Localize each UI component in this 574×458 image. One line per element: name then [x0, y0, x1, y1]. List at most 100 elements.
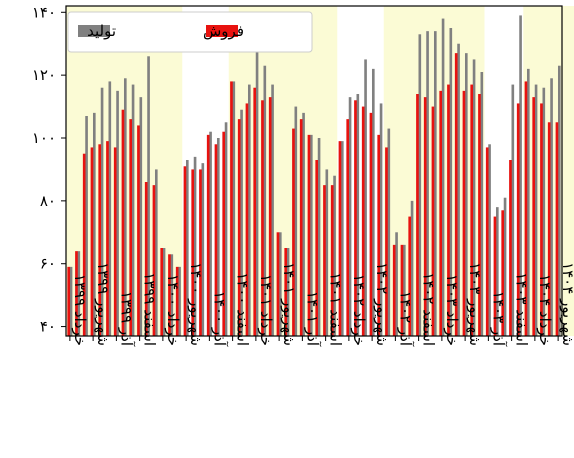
bar-production	[387, 128, 391, 336]
bar-sales	[547, 122, 551, 337]
bar-production	[519, 15, 522, 337]
bar-production	[464, 53, 468, 337]
bar-sales	[261, 100, 264, 337]
bar-sales	[330, 185, 334, 336]
x-tick-label: شهریور ۱۳۹۹	[94, 262, 112, 346]
y-axis-ticks: ۴۰ ۶۰ ۸۰ ۱۰۰ ۱۲۰ ۱۴۰	[32, 3, 66, 336]
bar-production	[472, 59, 476, 337]
bar-production	[178, 266, 181, 336]
x-tick-label: اسفند ۱۴۰۳	[513, 272, 531, 346]
bar-production	[325, 169, 329, 336]
bar-production	[85, 116, 88, 336]
bar-production	[317, 138, 321, 336]
x-tick-label: خرداد ۱۴۰۳	[443, 274, 461, 346]
legend: فروش تولید	[67, 11, 313, 53]
bar-sales	[129, 119, 133, 337]
bar-production	[542, 87, 546, 336]
bar-production	[457, 43, 460, 336]
legend-swatch-production	[78, 25, 110, 37]
bar-sales	[199, 169, 202, 336]
bar-sales	[509, 160, 512, 336]
bar-production	[131, 84, 135, 336]
bar-production	[69, 266, 73, 336]
bar-production	[193, 156, 197, 336]
bar-sales	[307, 134, 311, 336]
bar-production	[123, 78, 127, 337]
plot-frame	[65, 5, 563, 337]
bar-production	[511, 84, 515, 336]
bar-sales	[462, 90, 466, 336]
bar-sales	[447, 84, 450, 336]
bar-production	[278, 232, 282, 336]
bar-production	[418, 34, 422, 337]
bar-sales	[392, 244, 396, 336]
bar-sales	[385, 147, 388, 336]
bar-production	[92, 112, 96, 336]
x-tick-label: خرداد ۱۴۰۲	[350, 274, 368, 346]
bar-production	[488, 144, 491, 336]
bar-sales	[268, 97, 272, 337]
x-tick-label: شهریور ۱۴۰۱	[280, 262, 298, 346]
bar-production	[356, 94, 360, 336]
bar-sales	[152, 185, 156, 336]
bar-sales	[191, 169, 195, 336]
bar-production	[348, 97, 352, 337]
bar-production	[410, 200, 414, 336]
bar-production	[224, 122, 228, 337]
bar-sales	[354, 100, 357, 337]
bar-sales	[423, 97, 427, 337]
bar-production	[526, 68, 530, 336]
legend-box	[67, 11, 313, 53]
bar-production	[534, 84, 538, 336]
x-tick-label: اسفند ۱۴۰۲	[420, 272, 438, 346]
bar-production	[77, 251, 81, 336]
bar-production	[441, 18, 445, 336]
bar-production	[333, 175, 336, 336]
bar-sales	[245, 103, 249, 336]
bar-sales	[439, 90, 443, 336]
legend-swatch-sales	[206, 25, 238, 37]
x-tick-label: اسفند ۱۴۰۰	[234, 272, 252, 346]
bar-production	[495, 207, 499, 336]
x-tick-label: آذر ۱۴۰۱	[303, 291, 321, 347]
bar-sales	[431, 106, 435, 336]
y-tick-label: ۱۴۰	[32, 3, 56, 21]
bar-production	[271, 84, 274, 336]
bar-production	[550, 78, 553, 337]
bar-production	[154, 169, 158, 336]
bar-sales	[168, 254, 171, 336]
bar-sales	[98, 144, 102, 336]
bar-production	[426, 31, 429, 337]
x-tick-label: شهریور ۱۴۰۲	[373, 262, 391, 346]
legend-label-sales: فروش	[203, 22, 244, 40]
x-tick-label: شهریور ۱۴۰۰	[187, 262, 205, 346]
bar-sales	[222, 131, 226, 336]
bar-sales	[160, 248, 164, 336]
bar-production	[302, 112, 305, 336]
bar-sales	[144, 182, 148, 336]
bar-sales	[470, 84, 474, 336]
bar-sales	[485, 147, 489, 336]
bar-production	[232, 81, 236, 336]
bar-sales	[501, 210, 505, 336]
bar-sales	[299, 119, 303, 337]
bar-sales	[478, 94, 481, 336]
x-tick-label: اسفند ۱۴۰۱	[327, 272, 345, 346]
bar-production	[108, 81, 112, 336]
y-tick-label: ۸۰	[40, 192, 56, 210]
bar-production	[433, 31, 437, 337]
x-tick-label: شهریور ۱۴۰۳	[466, 262, 484, 346]
bar-production	[480, 72, 484, 336]
x-tick-label: خرداد ۱۴۰۴	[536, 274, 554, 346]
bar-production	[185, 160, 189, 336]
y-tick-label: ۶۰	[40, 255, 56, 273]
bar-production	[449, 28, 453, 336]
bar-sales	[346, 119, 350, 337]
bar-sales	[361, 106, 365, 336]
x-tick-label: شهریور ۱۴۰۴	[559, 262, 574, 346]
bar-production	[247, 84, 251, 336]
x-tick-label: خرداد ۱۳۹۹	[71, 274, 89, 346]
bar-sales	[323, 185, 326, 336]
bar-production	[170, 254, 174, 336]
